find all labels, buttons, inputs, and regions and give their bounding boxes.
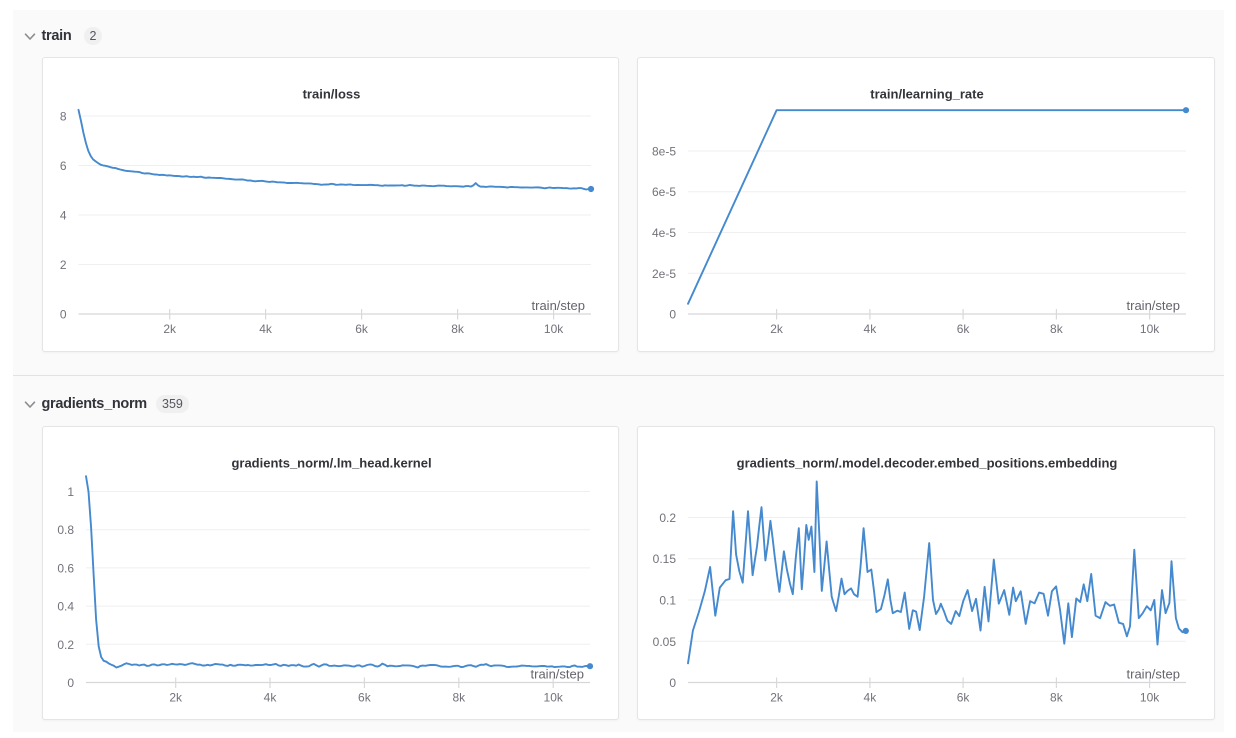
svg-text:gradients_norm/.lm_head.kernel: gradients_norm/.lm_head.kernel [231,456,431,471]
svg-text:10k: 10k [544,690,564,704]
svg-text:0.8: 0.8 [57,523,74,537]
svg-text:4k: 4k [864,690,878,704]
svg-text:10k: 10k [544,322,564,336]
svg-text:gradients_norm/.model.decoder.: gradients_norm/.model.decoder.embed_posi… [737,456,1118,471]
svg-text:0.6: 0.6 [57,561,74,575]
svg-text:1: 1 [67,485,74,499]
svg-text:8k: 8k [452,690,466,704]
svg-text:0.4: 0.4 [57,600,74,614]
svg-text:0: 0 [60,308,67,322]
svg-text:4k: 4k [264,690,278,704]
svg-text:6: 6 [60,159,67,173]
svg-text:train/learning_rate: train/learning_rate [870,87,983,102]
svg-text:2: 2 [60,258,67,272]
svg-text:2k: 2k [169,690,183,704]
svg-text:6k: 6k [957,690,971,704]
svg-text:0.2: 0.2 [659,511,676,525]
svg-text:4e-5: 4e-5 [652,226,676,240]
svg-text:train/loss: train/loss [303,87,361,102]
svg-text:8k: 8k [451,322,465,336]
svg-text:10k: 10k [1140,690,1160,704]
svg-text:train/step: train/step [532,298,585,313]
svg-text:0.2: 0.2 [57,638,74,652]
svg-text:6k: 6k [358,690,372,704]
svg-text:0.05: 0.05 [653,635,677,649]
svg-text:2e-5: 2e-5 [652,267,676,281]
svg-text:0.15: 0.15 [653,552,677,566]
svg-text:2k: 2k [770,322,784,336]
svg-text:2k: 2k [770,690,784,704]
svg-text:2k: 2k [163,322,177,336]
svg-text:0.1: 0.1 [659,594,676,608]
svg-text:train/step: train/step [1127,298,1180,313]
svg-text:6k: 6k [355,322,369,336]
svg-text:4: 4 [60,209,67,223]
svg-text:8k: 8k [1050,690,1064,704]
svg-text:train/step: train/step [531,667,584,682]
svg-text:0: 0 [669,676,676,690]
svg-text:0: 0 [669,308,676,322]
svg-text:6k: 6k [957,322,971,336]
svg-text:6e-5: 6e-5 [652,185,676,199]
svg-text:8: 8 [60,110,67,124]
svg-text:train/step: train/step [1127,667,1180,682]
svg-text:4k: 4k [259,322,273,336]
svg-text:4k: 4k [864,322,878,336]
svg-text:10k: 10k [1140,322,1160,336]
svg-text:8k: 8k [1050,322,1064,336]
svg-text:0: 0 [67,676,74,690]
svg-text:8e-5: 8e-5 [652,145,676,159]
